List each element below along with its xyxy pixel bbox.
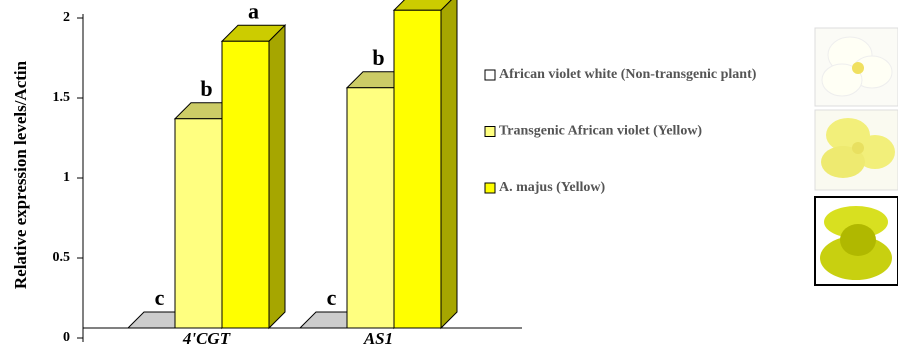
legend-swatch [485, 183, 495, 193]
chart: Relative expression levels/Actin 0 0.5 1 1.… [0, 0, 898, 349]
legend-swatch [485, 127, 495, 137]
y-tick-label: 0 [63, 330, 70, 345]
y-tick-label: 1.5 [53, 90, 71, 105]
photo-transgenic [815, 110, 898, 190]
legend-label: African violet white (Non-transgenic pla… [499, 67, 757, 82]
significance-label: c [327, 285, 337, 310]
significance-label: c [155, 285, 165, 310]
legend-label: Transgenic African violet (Yellow) [499, 124, 702, 139]
significance-label: b [372, 45, 384, 70]
photo-white [815, 28, 898, 106]
legend-label: A. majus (Yellow) [499, 180, 605, 195]
y-axis-label: Relative expression levels/Actin [11, 60, 30, 289]
x-tick-label: 4'CGT [182, 329, 231, 348]
y-tick-label: 0.5 [53, 250, 71, 265]
significance-label: a [248, 0, 259, 23]
bar-side [269, 25, 285, 328]
bar [347, 88, 394, 328]
legend-swatch [485, 70, 495, 80]
significance-label: b [200, 76, 212, 101]
bar [394, 10, 441, 328]
bar [175, 119, 222, 328]
bar [222, 41, 269, 328]
x-tick-label: AS1 [363, 329, 393, 348]
y-tick-label: 1 [63, 170, 70, 185]
bar-side [441, 0, 457, 328]
y-tick-label: 2 [63, 10, 70, 25]
page: {"chart_data": {"type": "bar3d", "y_labe… [0, 0, 898, 349]
photo-majus [815, 197, 898, 285]
